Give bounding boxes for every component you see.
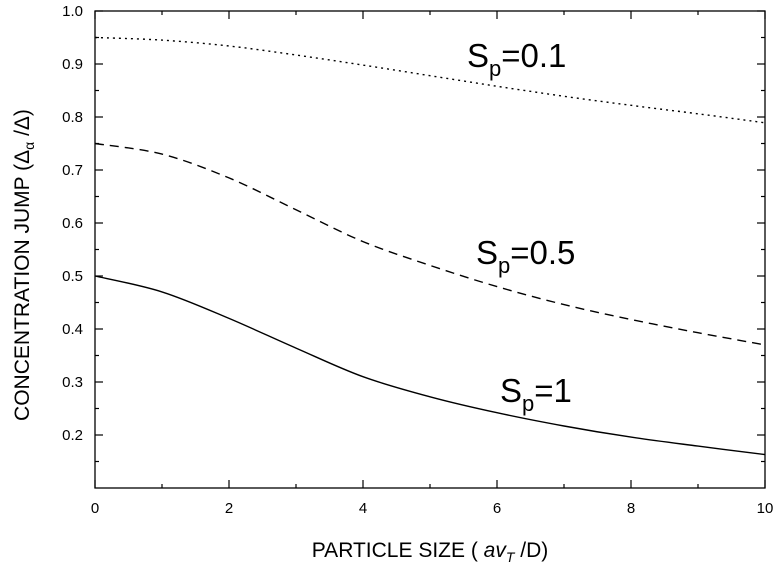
series-lines bbox=[94, 36, 766, 456]
y-tick-label: 0.4 bbox=[62, 321, 83, 338]
y-axis-title: CONCENTRATION JUMP (Δα /Δ) bbox=[11, 109, 37, 421]
y-tick-label: 0.2 bbox=[62, 427, 83, 444]
series-line-sp-0-1 bbox=[94, 36, 766, 124]
series-label-sp-0-5: Sp=0.5 bbox=[476, 234, 575, 278]
series-label-sp-1: Sp=1 bbox=[500, 372, 572, 416]
y-tick-label: 1.0 bbox=[62, 3, 83, 20]
x-tick-label: 6 bbox=[493, 500, 501, 517]
x-tick-label: 8 bbox=[627, 500, 635, 517]
y-tick-label: 0.7 bbox=[62, 162, 83, 179]
y-tick-label: 0.3 bbox=[62, 374, 83, 391]
y-tick-label: 0.5 bbox=[62, 268, 83, 285]
series-line-sp-1 bbox=[94, 275, 766, 456]
series-line-sp-0-5 bbox=[94, 142, 766, 346]
x-tick-label: 10 bbox=[757, 500, 774, 517]
x-tick-label: 0 bbox=[91, 500, 99, 517]
plot-frame bbox=[94, 10, 766, 489]
y-tick-label: 0.6 bbox=[62, 215, 83, 232]
y-tick-label: 0.8 bbox=[62, 109, 83, 126]
x-tick-label: 4 bbox=[359, 500, 367, 517]
y-tick-label: 0.9 bbox=[62, 56, 83, 73]
series-label-sp-0-1: Sp=0.1 bbox=[467, 37, 566, 81]
y-ticks: 0.2 0.3 0.4 0.5 0.6 0.7 0.8 0.9 1.0 bbox=[62, 3, 765, 463]
x-tick-label: 2 bbox=[225, 500, 233, 517]
x-axis-title: PARTICLE SIZE ( avT /D) bbox=[312, 539, 549, 565]
x-ticks: 0 2 4 6 8 10 bbox=[91, 11, 774, 517]
